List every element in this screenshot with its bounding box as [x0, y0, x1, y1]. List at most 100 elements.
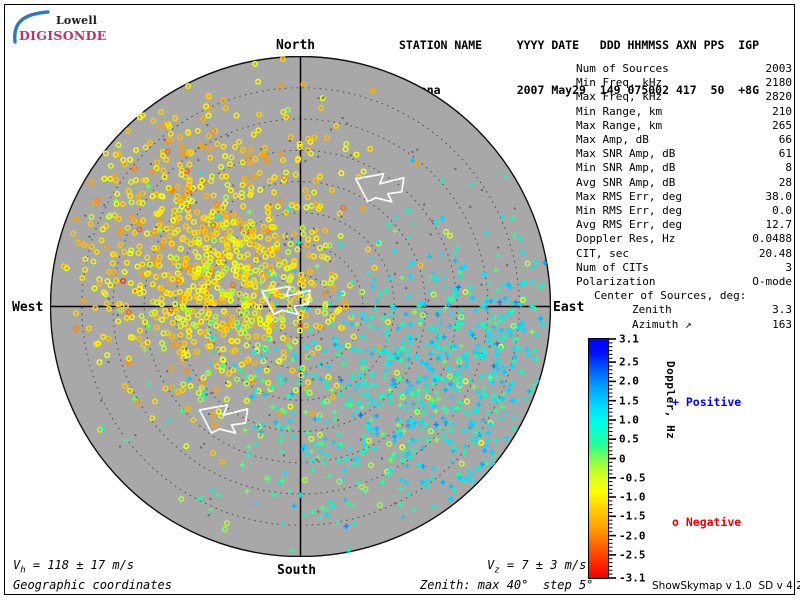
source-marker-negative: [177, 323, 184, 330]
source-marker-positive: [500, 363, 506, 369]
source-marker-negative: [215, 408, 222, 415]
source-marker-negative: [220, 357, 227, 364]
stat-value: 265: [772, 118, 792, 132]
source-marker-noise: [497, 246, 500, 249]
source-marker-negative: [199, 177, 206, 184]
source-marker-positive: [532, 306, 538, 312]
source-marker-negative: [298, 310, 305, 317]
source-marker-negative: [308, 435, 315, 442]
source-marker-negative: [85, 325, 93, 332]
cardinal-east: East: [553, 300, 585, 315]
source-marker-negative: [158, 108, 165, 116]
source-marker-positive: [476, 425, 483, 431]
source-marker-negative: [302, 322, 310, 329]
source-marker-negative: [462, 288, 469, 296]
source-marker-negative: [176, 340, 183, 347]
source-marker-positive: [347, 402, 354, 408]
source-marker-positive: [285, 205, 291, 211]
source-marker-positive: [271, 274, 278, 280]
source-marker-positive: [451, 487, 458, 493]
source-marker-negative: [343, 303, 350, 310]
source-marker-negative: [121, 268, 128, 276]
source-marker-negative: [300, 230, 307, 238]
source-marker-negative: [167, 130, 174, 137]
source-marker-negative: [273, 291, 280, 298]
source-marker-negative: [174, 193, 181, 200]
source-marker-positive: [99, 426, 106, 432]
source-marker-noise: [230, 210, 233, 213]
source-marker-negative: [301, 477, 308, 484]
source-marker-noise: [312, 227, 315, 230]
source-marker-positive: [468, 376, 474, 383]
source-marker-noise: [100, 399, 103, 402]
source-marker-negative: [223, 173, 230, 180]
source-marker-positive: [335, 352, 341, 358]
source-marker-negative: [256, 111, 263, 118]
source-marker-positive: [531, 348, 538, 354]
source-marker-negative: [293, 294, 300, 301]
source-marker-positive: [123, 437, 129, 443]
source-marker-negative: [125, 355, 132, 362]
source-marker-positive: [252, 373, 258, 379]
source-marker-positive: [534, 378, 540, 384]
stat-row: Min RMS Err, deg 0.0: [576, 204, 792, 218]
source-marker-negative: [243, 265, 250, 272]
source-marker-negative: [146, 139, 154, 146]
vz-value: = 7 ± 3 m/s: [499, 558, 587, 572]
source-marker-positive: [388, 457, 394, 463]
source-marker-positive: [436, 344, 442, 351]
source-marker-negative: [140, 217, 147, 224]
source-marker-positive: [242, 427, 248, 433]
source-marker-negative: [257, 233, 264, 240]
source-marker-negative: [243, 380, 250, 387]
skymap-plot[interactable]: [50, 56, 551, 557]
source-marker-positive: [411, 447, 417, 453]
source-marker-positive: [387, 399, 394, 405]
source-marker-positive: [391, 451, 397, 457]
source-marker-positive: [348, 321, 355, 327]
source-marker-negative: [249, 317, 256, 324]
source-marker-positive: [420, 463, 426, 469]
source-marker-negative: [277, 82, 284, 89]
source-marker-negative: [311, 189, 318, 196]
source-marker-negative: [271, 174, 278, 181]
source-marker-positive: [475, 350, 481, 356]
source-marker-negative: [256, 303, 263, 310]
source-marker-positive: [372, 401, 379, 408]
source-marker-positive: [403, 479, 409, 486]
source-marker-positive: [374, 382, 380, 389]
source-marker-negative: [226, 234, 233, 241]
source-marker-positive: [517, 347, 523, 353]
source-marker-negative: [225, 370, 232, 377]
stat-value: 38.0: [765, 189, 793, 203]
source-marker-negative: [309, 410, 316, 417]
source-marker-positive: [493, 351, 499, 357]
source-marker-negative: [203, 251, 210, 259]
source-marker-negative: [197, 396, 204, 403]
source-marker-negative: [280, 273, 287, 281]
source-marker-negative: [213, 322, 220, 329]
source-marker-negative: [205, 271, 212, 278]
source-marker-positive: [439, 250, 445, 257]
source-marker-positive: [385, 336, 391, 343]
source-marker-negative: [213, 386, 220, 393]
source-marker-negative: [285, 265, 292, 272]
source-marker-negative: [224, 181, 231, 188]
source-marker-positive: [392, 381, 398, 387]
source-marker-negative: [247, 160, 254, 167]
source-marker-positive: [350, 373, 356, 380]
skymap-canvas[interactable]: [50, 56, 551, 557]
doppler-colorbar[interactable]: [588, 338, 616, 579]
source-marker-positive: [448, 296, 454, 303]
source-marker-negative: [179, 387, 186, 394]
source-marker-positive: [334, 519, 340, 525]
source-marker-negative: [376, 502, 383, 509]
source-marker-positive: [407, 336, 413, 342]
source-marker-noise: [405, 379, 409, 382]
source-marker-positive: [502, 174, 509, 180]
source-marker-positive: [518, 369, 524, 375]
source-marker-negative: [131, 229, 139, 236]
source-marker-negative: [280, 108, 287, 116]
source-marker-negative: [336, 210, 343, 217]
source-marker-negative: [236, 253, 243, 260]
